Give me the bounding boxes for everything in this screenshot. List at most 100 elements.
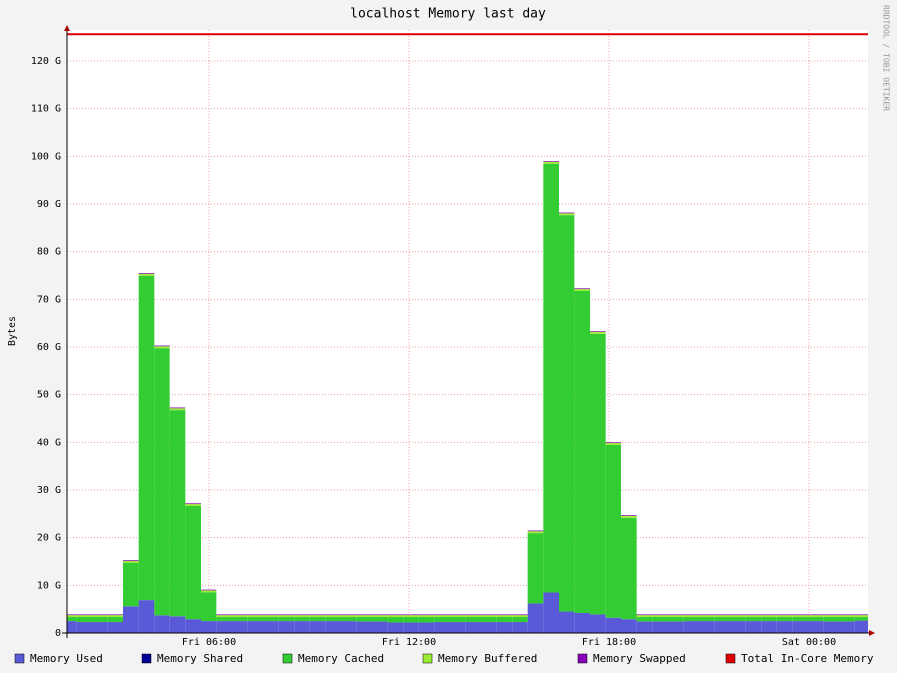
area-segment <box>730 621 746 633</box>
area-segment <box>636 615 653 618</box>
legend-swatch <box>725 653 736 664</box>
area-segment <box>699 614 715 616</box>
area-segment <box>527 530 544 532</box>
area-segment <box>512 622 528 633</box>
area-segment <box>745 615 762 618</box>
area-segment <box>294 621 310 633</box>
y-tick-label: 60 G <box>37 342 61 353</box>
area-segment <box>434 622 450 633</box>
area-segment <box>590 333 606 615</box>
area-segment <box>714 617 730 622</box>
area-segment <box>496 622 513 633</box>
area-segment <box>839 615 855 618</box>
x-tick-label: Fri 18:00 <box>582 637 636 648</box>
area-segment <box>621 515 637 516</box>
area-segment <box>356 617 372 622</box>
area-segment <box>527 533 544 604</box>
y-tick-label: 20 G <box>37 533 61 544</box>
y-tick-label: 90 G <box>37 199 61 210</box>
area-segment <box>808 614 824 616</box>
area-segment <box>325 617 341 622</box>
legend-swatch <box>577 653 588 664</box>
area-segment <box>169 410 186 617</box>
area-segment <box>761 614 777 616</box>
area-segment <box>185 505 201 620</box>
area-segment <box>605 444 621 618</box>
area-segment <box>67 615 77 618</box>
area-segment <box>372 614 388 616</box>
area-segment <box>668 617 684 622</box>
area-segment <box>652 615 668 618</box>
area-segment <box>590 614 606 633</box>
area-segment <box>294 614 310 616</box>
area-segment <box>683 617 699 622</box>
area-segment <box>232 617 248 622</box>
area-segment <box>714 614 730 616</box>
area-segment <box>309 621 326 633</box>
area-segment <box>92 615 108 618</box>
y-axis-label: Bytes <box>7 316 18 346</box>
area-segment <box>823 621 839 633</box>
area-segment <box>652 617 668 622</box>
area-segment <box>590 331 606 334</box>
area-segment <box>154 348 170 616</box>
x-tick-label: Fri 06:00 <box>182 637 236 648</box>
area-segment <box>761 617 777 622</box>
area-segment <box>776 615 793 618</box>
area-segment <box>668 621 684 633</box>
area-segment <box>185 503 201 505</box>
area-segment <box>823 614 839 616</box>
area-segment <box>559 611 575 633</box>
area-segment <box>605 442 621 444</box>
area-segment <box>341 614 357 616</box>
area-segment <box>668 614 684 616</box>
area-segment <box>76 615 92 618</box>
area-segment <box>325 621 341 633</box>
area-segment <box>76 614 92 616</box>
y-tick-label: 30 G <box>37 485 61 496</box>
area-segment <box>76 622 92 633</box>
area-segment <box>590 331 606 332</box>
area-segment <box>216 615 232 618</box>
area-segment <box>309 614 326 616</box>
area-segment <box>294 617 310 622</box>
area-segment <box>356 614 372 616</box>
area-segment <box>278 614 295 616</box>
area-segment <box>699 617 715 622</box>
x-tick-label: Sat 00:00 <box>782 637 836 648</box>
area-segment <box>465 622 481 633</box>
area-segment <box>309 617 326 622</box>
area-segment <box>372 617 388 622</box>
area-segment <box>730 615 746 618</box>
area-segment <box>621 619 637 633</box>
area-segment <box>387 615 404 618</box>
area-segment <box>418 614 435 616</box>
marks <box>67 33 868 633</box>
area-segment <box>776 614 793 616</box>
area-segment <box>730 617 746 622</box>
area-segment <box>434 614 450 616</box>
y-tick-label: 50 G <box>37 390 61 401</box>
area-segment <box>481 615 497 618</box>
area-segment <box>543 592 559 633</box>
area-segment <box>356 621 372 633</box>
area-segment <box>574 289 590 291</box>
area-segment <box>574 288 590 290</box>
area-segment <box>325 614 341 616</box>
area-segment <box>185 619 201 633</box>
area-segment <box>450 617 466 623</box>
x-axis-arrow <box>869 630 875 636</box>
area-segment <box>92 622 108 633</box>
area-segment <box>138 273 155 274</box>
area-segment <box>341 615 357 618</box>
area-segment <box>792 614 808 616</box>
area-segment <box>776 621 793 633</box>
y-tick-label: 80 G <box>37 247 61 258</box>
area-segment <box>67 617 77 622</box>
area-segment <box>201 589 217 591</box>
area-segment <box>808 621 824 633</box>
area-segment <box>574 612 590 633</box>
area-segment <box>496 615 513 618</box>
area-segment <box>465 617 481 623</box>
area-segment <box>434 615 450 618</box>
